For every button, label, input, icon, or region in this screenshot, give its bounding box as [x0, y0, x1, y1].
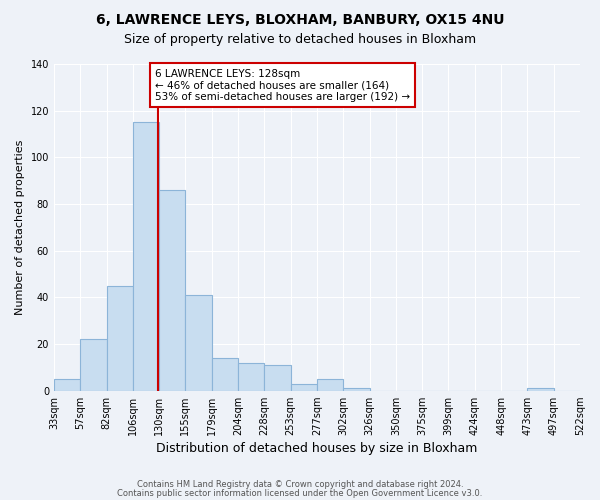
Bar — [159, 190, 185, 390]
Bar — [265, 365, 290, 390]
Text: Contains HM Land Registry data © Crown copyright and database right 2024.: Contains HM Land Registry data © Crown c… — [137, 480, 463, 489]
X-axis label: Distribution of detached houses by size in Bloxham: Distribution of detached houses by size … — [156, 442, 478, 455]
Bar — [133, 122, 159, 390]
Bar — [185, 295, 212, 390]
Bar — [527, 388, 554, 390]
Bar — [238, 362, 265, 390]
Bar — [80, 340, 107, 390]
Bar — [54, 379, 80, 390]
Bar — [212, 358, 238, 390]
Bar — [290, 384, 317, 390]
Bar — [317, 379, 343, 390]
Bar — [343, 388, 370, 390]
Text: Contains public sector information licensed under the Open Government Licence v3: Contains public sector information licen… — [118, 488, 482, 498]
Bar — [107, 286, 133, 391]
Text: 6 LAWRENCE LEYS: 128sqm
← 46% of detached houses are smaller (164)
53% of semi-d: 6 LAWRENCE LEYS: 128sqm ← 46% of detache… — [155, 68, 410, 102]
Text: Size of property relative to detached houses in Bloxham: Size of property relative to detached ho… — [124, 32, 476, 46]
Y-axis label: Number of detached properties: Number of detached properties — [15, 140, 25, 315]
Text: 6, LAWRENCE LEYS, BLOXHAM, BANBURY, OX15 4NU: 6, LAWRENCE LEYS, BLOXHAM, BANBURY, OX15… — [96, 12, 504, 26]
